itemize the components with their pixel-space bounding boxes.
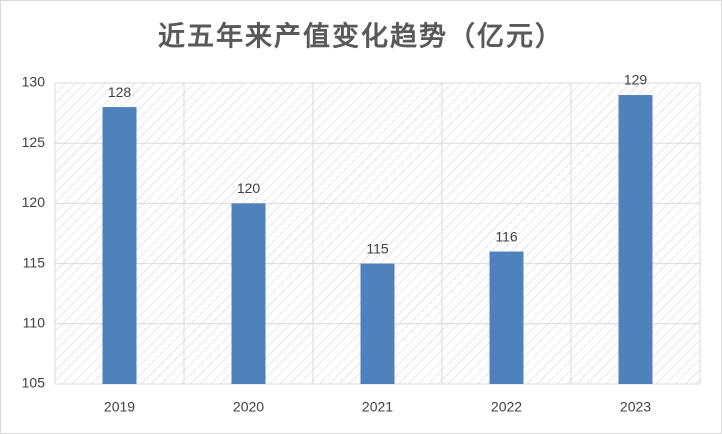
bar: [231, 203, 266, 384]
data-label: 116: [495, 228, 518, 244]
y-tick-label: 125: [22, 134, 46, 150]
x-tick-label: 2020: [233, 399, 264, 415]
data-label: 115: [366, 240, 389, 256]
x-tick-label: 2022: [491, 399, 522, 415]
y-tick-label: 110: [23, 315, 46, 331]
data-label: 120: [237, 180, 261, 196]
x-tick-label: 2023: [620, 399, 651, 415]
x-tick-label: 2019: [104, 399, 135, 415]
bar: [102, 107, 137, 384]
data-label: 128: [108, 84, 132, 100]
y-tick-label: 105: [22, 375, 46, 391]
bar: [489, 251, 524, 384]
data-label: 129: [624, 72, 648, 88]
bar: [618, 95, 653, 384]
bar: [360, 263, 395, 384]
y-tick-label: 130: [22, 74, 46, 90]
chart-title: 近五年来产值变化趋势（亿元）: [158, 21, 564, 53]
x-tick-label: 2021: [362, 399, 393, 415]
y-tick-label: 120: [22, 194, 46, 210]
y-tick-label: 115: [23, 254, 46, 270]
